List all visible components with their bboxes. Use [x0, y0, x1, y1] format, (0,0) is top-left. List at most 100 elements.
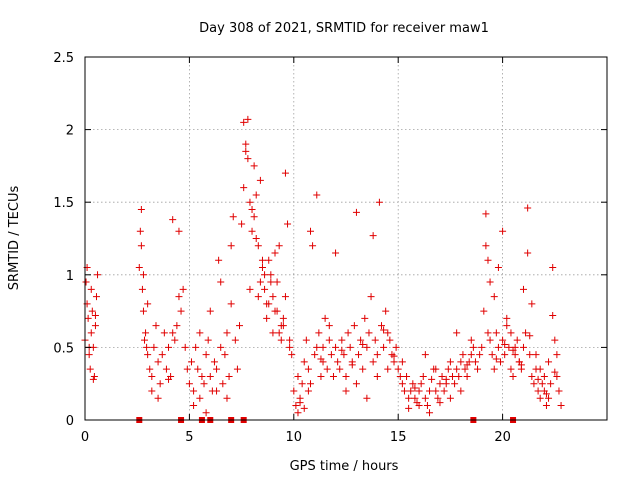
data-point	[250, 162, 258, 170]
data-point	[526, 351, 534, 359]
data-point	[501, 351, 509, 359]
data-point	[158, 351, 166, 359]
data-point	[355, 351, 363, 359]
data-point	[538, 380, 546, 388]
data-point	[338, 346, 346, 354]
data-point	[490, 293, 498, 301]
data-point	[246, 285, 254, 293]
data-point	[536, 365, 544, 373]
data-point	[217, 278, 225, 286]
data-point	[373, 351, 381, 359]
data-point	[254, 293, 262, 301]
data-point	[315, 329, 323, 337]
data-point	[154, 358, 162, 366]
data-points	[81, 115, 565, 423]
data-point	[455, 372, 463, 380]
data-point	[254, 242, 262, 250]
data-point	[309, 242, 317, 250]
data-point	[396, 372, 404, 380]
plot-frame	[84, 56, 608, 421]
data-point	[380, 343, 388, 351]
data-point	[469, 343, 477, 351]
data-point	[173, 322, 181, 330]
data-point	[499, 227, 507, 235]
data-point	[89, 343, 97, 351]
data-point	[457, 358, 465, 366]
data-point	[545, 394, 553, 402]
data-point	[141, 336, 149, 344]
data-point	[263, 314, 271, 322]
data-point	[256, 278, 264, 286]
y-axis-label: SRMTID / TECUs	[7, 186, 22, 291]
data-point	[273, 307, 281, 315]
data-point	[436, 399, 444, 407]
data-point	[138, 285, 146, 293]
data-point	[377, 322, 385, 330]
data-point	[507, 329, 515, 337]
data-point	[530, 380, 538, 388]
data-point	[428, 375, 436, 383]
data-point	[300, 404, 308, 412]
data-point	[555, 387, 563, 395]
axis-ticks	[84, 56, 607, 421]
data-point	[346, 343, 354, 351]
data-point	[490, 365, 498, 373]
data-point	[169, 329, 177, 337]
data-point	[501, 340, 509, 348]
data-point	[352, 380, 360, 388]
data-point	[236, 322, 244, 330]
data-point	[497, 358, 505, 366]
data-point	[307, 380, 315, 388]
data-point	[336, 365, 344, 373]
data-point	[190, 401, 198, 409]
data-point	[206, 307, 214, 315]
data-point	[474, 365, 482, 373]
data-point	[317, 355, 325, 363]
data-point	[162, 365, 170, 373]
data-point	[553, 372, 561, 380]
y-tick-label: 0	[66, 414, 74, 429]
tick-labels: 0 5 10 15 20 0 0.5 1 1.5 2 2.5	[53, 51, 511, 445]
x-tick-label: 5	[185, 430, 193, 445]
data-point	[411, 384, 419, 392]
data-point	[373, 372, 381, 380]
data-point	[169, 216, 177, 224]
data-point	[363, 343, 371, 351]
data-point	[298, 380, 306, 388]
data-point	[488, 351, 496, 359]
data-point	[528, 300, 536, 308]
data-point	[434, 394, 442, 402]
data-point	[363, 394, 371, 402]
data-point	[240, 184, 248, 192]
data-point	[156, 380, 164, 388]
data-point	[242, 147, 250, 155]
data-point	[534, 375, 542, 383]
data-point	[528, 372, 536, 380]
data-point	[194, 365, 202, 373]
data-point	[471, 358, 479, 366]
data-point	[185, 380, 193, 388]
data-point	[340, 351, 348, 359]
data-point	[277, 322, 285, 330]
data-point	[165, 343, 173, 351]
data-point	[219, 380, 227, 388]
data-point	[286, 336, 294, 344]
data-point	[175, 227, 183, 235]
data-point	[426, 409, 434, 417]
data-point	[359, 365, 367, 373]
data-point	[407, 387, 415, 395]
data-point	[263, 300, 271, 308]
data-point	[92, 293, 100, 301]
data-point	[398, 358, 406, 366]
data-point	[545, 358, 553, 366]
data-point	[88, 307, 96, 315]
data-point	[311, 351, 319, 359]
data-point	[323, 365, 331, 373]
data-point	[359, 340, 367, 348]
data-point	[317, 372, 325, 380]
data-point	[175, 293, 183, 301]
data-point	[148, 387, 156, 395]
data-point	[549, 311, 557, 319]
data-point	[463, 372, 471, 380]
